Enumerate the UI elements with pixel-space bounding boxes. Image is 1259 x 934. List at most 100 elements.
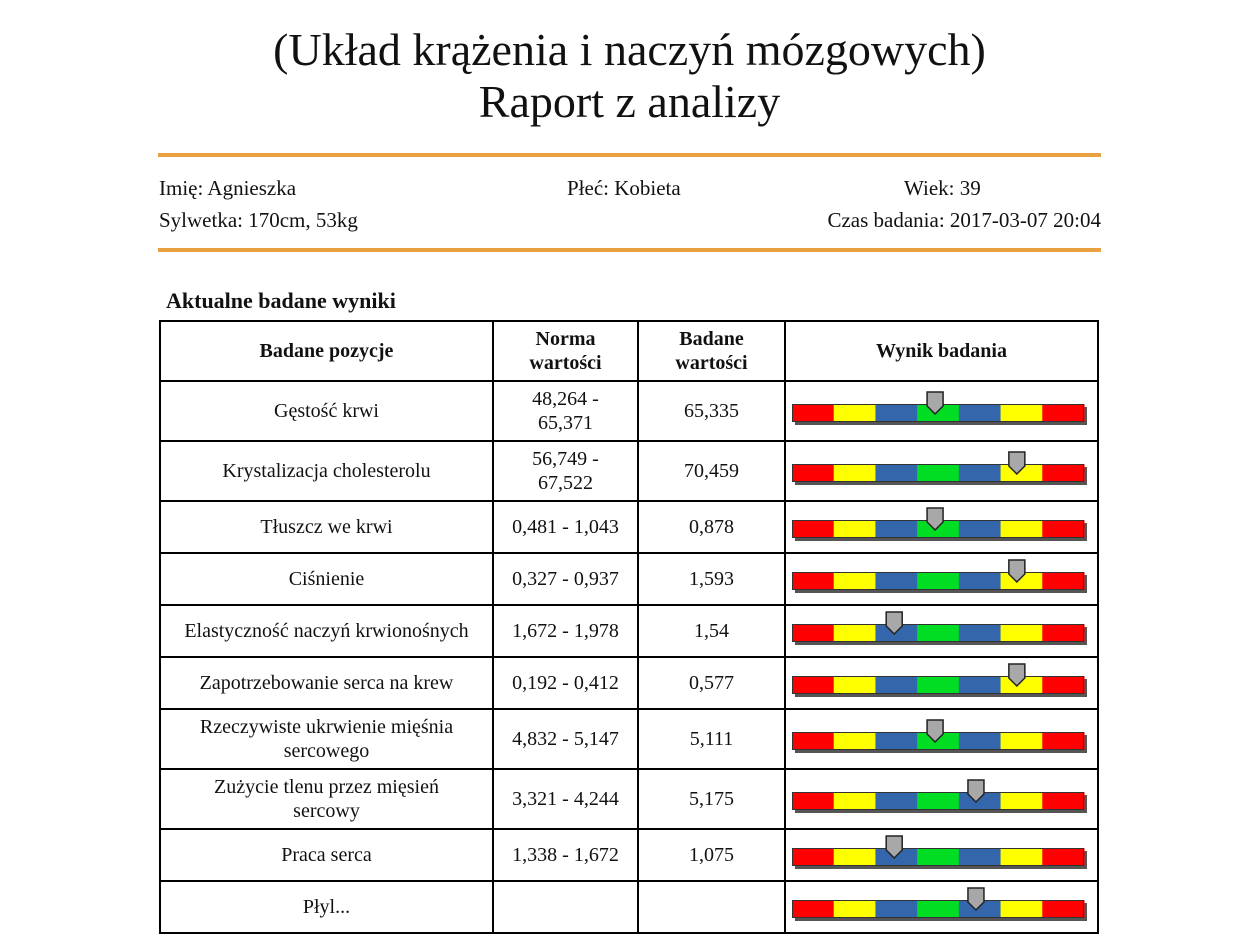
row-norm-line1: 56,749 - (532, 448, 599, 470)
gauge-segment (874, 900, 918, 918)
row-value: 0,878 (637, 500, 786, 554)
gauge-svg (791, 663, 1087, 697)
table-row: Elastyczność naczyń krwionośnych 1,672 - … (159, 604, 1099, 658)
row-item-name-line2: sercowy (293, 800, 360, 822)
gauge-svg (791, 451, 1087, 485)
row-norm-line1: 0,192 - 0,412 (512, 672, 619, 694)
result-gauge (791, 391, 1087, 425)
gauge-segment (833, 900, 876, 918)
gauge-segment (958, 520, 1001, 538)
gauge-segment (874, 624, 918, 642)
top-divider (158, 153, 1101, 157)
gauge-segment (916, 676, 959, 694)
row-result-gauge (784, 768, 1099, 830)
row-result-gauge (784, 500, 1099, 554)
row-value: 70,459 (637, 440, 786, 502)
gauge-border (791, 572, 1084, 590)
gauge-segment (958, 624, 1001, 642)
row-value: 0,577 (637, 656, 786, 710)
gauge-border (791, 624, 1084, 642)
row-value: 5,111 (637, 708, 786, 770)
header-norm-line2: wartości (529, 352, 602, 374)
gauge-segment (916, 732, 959, 750)
row-norm-line1: 4,832 - 5,147 (512, 728, 619, 750)
result-gauge (791, 451, 1087, 485)
gauge-segment (916, 464, 959, 482)
row-norm: 0,481 - 1,043 (492, 500, 639, 554)
gauge-segment (1000, 404, 1043, 422)
row-item-name: Płyl... (159, 880, 494, 934)
header-item: Badane pozycje (159, 320, 494, 382)
row-value (637, 880, 786, 934)
table-row: Zapotrzebowanie serca na krew 0,192 - 0,4… (159, 656, 1099, 710)
header-result: Wynik badania (784, 320, 1099, 382)
row-item-name-line1: Płyl... (302, 896, 351, 918)
row-norm-line1: 3,321 - 4,244 (512, 788, 619, 810)
results-table: Badane pozycje Norma wartości Badane war… (159, 320, 1099, 934)
gauge-segment (1041, 732, 1084, 750)
table-row: Gęstość krwi 48,264 -65,371 65,335 (159, 380, 1099, 442)
gauge-pointer (884, 611, 903, 636)
gauge-svg (791, 559, 1087, 593)
gauge-segment (791, 676, 834, 694)
gauge-segment (1041, 792, 1084, 810)
result-gauge (791, 559, 1087, 593)
gauge-segment (791, 792, 834, 810)
result-gauge (791, 507, 1087, 541)
patient-sex: Płeć: Kobieta (567, 176, 681, 200)
row-norm: 3,321 - 4,244 (492, 768, 639, 830)
header-measured-line1: Badane (679, 328, 744, 350)
gauge-svg (791, 507, 1087, 541)
gauge-segment (791, 624, 834, 642)
row-value: 1,593 (637, 552, 786, 606)
gauge-segment (791, 732, 834, 750)
gauge-segment (958, 404, 1001, 422)
row-norm-line2: 65,371 (538, 412, 593, 434)
result-gauge (791, 719, 1087, 753)
patient-age: Wiek: 39 (904, 176, 981, 200)
gauge-segment (958, 732, 1001, 750)
table-row: Praca serca 1,338 - 1,672 1,075 (159, 828, 1099, 882)
row-norm-line1: 1,338 - 1,672 (512, 844, 619, 866)
gauge-pointer (925, 507, 944, 532)
gauge-segment (833, 848, 876, 866)
gauge-svg (791, 611, 1087, 645)
row-result-gauge (784, 828, 1099, 882)
row-result-gauge (784, 604, 1099, 658)
gauge-segment (874, 572, 918, 590)
gauge-segment (874, 464, 918, 482)
table-row: Tłuszcz we krwi 0,481 - 1,043 0,878 (159, 500, 1099, 554)
gauge-segment (958, 676, 1001, 694)
gauge-segment (833, 792, 876, 810)
header-measured-line2: wartości (675, 352, 748, 374)
gauge-segment (833, 464, 876, 482)
gauge-svg (791, 391, 1087, 425)
row-norm-line1: 1,672 - 1,978 (512, 620, 619, 642)
patient-name: Imię: Agnieszka (159, 176, 297, 200)
gauge-pointer (925, 391, 944, 416)
gauge-segment (874, 520, 918, 538)
gauge-segment (958, 464, 1001, 482)
row-item-name-line1: Rzeczywiste ukrwienie mięśnia (199, 716, 454, 738)
gauge-border (791, 792, 1084, 810)
table-row: Zużycie tlenu przez mięsień sercowy 3,321 … (159, 768, 1099, 830)
row-item-name-line1: Ciśnienie (288, 568, 365, 590)
bottom-divider (158, 248, 1101, 252)
row-norm-line1: 0,327 - 0,937 (512, 568, 619, 590)
section-title: Aktualne badane wyniki (166, 288, 396, 313)
report-title-line1: (Układ krążenia i naczyń mózgowych) (273, 24, 986, 75)
row-result-gauge (784, 440, 1099, 502)
row-norm: 56,749 -67,522 (492, 440, 639, 502)
row-result-gauge (784, 656, 1099, 710)
report-title-line2: Raport z analizy (478, 76, 781, 127)
result-gauge (791, 779, 1087, 813)
row-item-name-line1: Krystalizacja cholesterolu (222, 460, 431, 482)
row-norm: 0,192 - 0,412 (492, 656, 639, 710)
result-gauge (791, 611, 1087, 645)
gauge-svg (791, 835, 1087, 869)
row-value: 1,075 (637, 828, 786, 882)
row-item-name: Zużycie tlenu przez mięsień sercowy (159, 768, 494, 830)
gauge-segment (1041, 520, 1084, 538)
row-item-name: Ciśnienie (159, 552, 494, 606)
gauge-segment (1041, 848, 1084, 866)
